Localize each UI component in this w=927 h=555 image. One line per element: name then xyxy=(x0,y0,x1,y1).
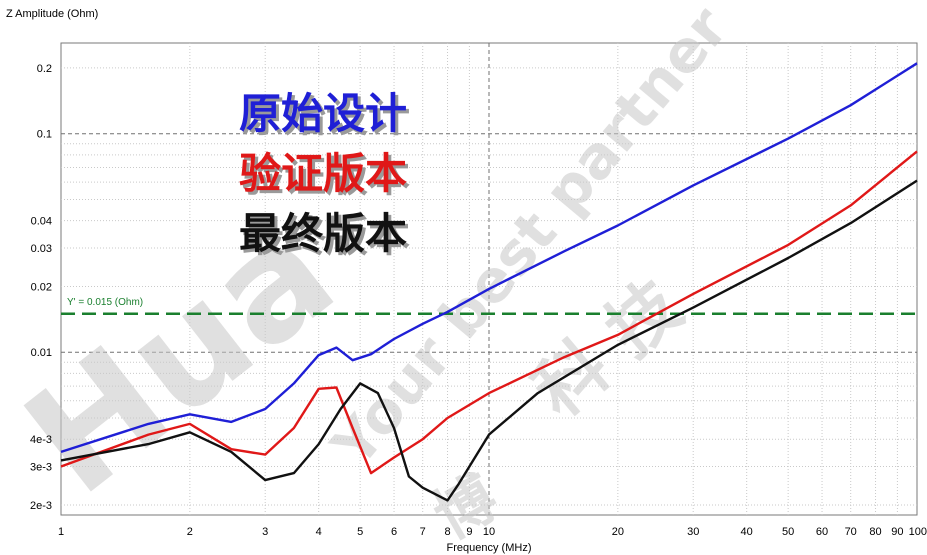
legend-label-shadow-2: 验证版本 xyxy=(242,152,410,201)
legend-label-2: 验证版本 xyxy=(239,149,407,198)
y-tick-label: 0.01 xyxy=(31,347,52,359)
x-tick-label: 60 xyxy=(816,526,828,538)
x-tick-label: 100 xyxy=(909,526,927,538)
x-tick-label: 8 xyxy=(444,526,450,538)
series-line-2 xyxy=(60,150,918,475)
x-tick-label: 1 xyxy=(58,526,64,538)
legend-label-3: 最终版本 xyxy=(239,209,407,258)
x-tick-label: 70 xyxy=(845,526,857,538)
legend-label-shadow-3: 最终版本 xyxy=(242,212,410,261)
y-tick-labels: 2e-3 3e-3 4e-3 0.01 0.02 0.03 0.04 0.1 0.2 xyxy=(30,63,52,512)
y-tick-label: 0.1 xyxy=(37,129,52,141)
x-tick-label: 40 xyxy=(741,526,753,538)
x-tick-label: 50 xyxy=(782,526,794,538)
y-tick-label: 0.04 xyxy=(31,216,52,228)
series-line-1 xyxy=(60,62,918,454)
legend-label-shadow-1: 原始设计 xyxy=(242,92,410,141)
legend-label-1: 原始设计 xyxy=(239,89,407,138)
series-line-3 xyxy=(60,179,918,502)
x-tick-label: 4 xyxy=(316,526,322,538)
x-tick-label: 20 xyxy=(612,526,624,538)
y-tick-label: 0.2 xyxy=(37,63,52,75)
x-tick-label: 80 xyxy=(869,526,881,538)
reference-line: Y' = 0.015 (Ohm) xyxy=(61,297,917,316)
y-axis-label: Z Amplitude (Ohm) xyxy=(6,8,98,20)
x-tick-label: 90 xyxy=(891,526,903,538)
y-tick-label: 4e-3 xyxy=(30,434,52,446)
x-tick-label: 6 xyxy=(391,526,397,538)
series-lines xyxy=(60,62,918,502)
x-tick-label: 7 xyxy=(420,526,426,538)
x-tick-label: 30 xyxy=(687,526,699,538)
y-tick-label: 0.03 xyxy=(31,243,52,255)
x-tick-label: 5 xyxy=(357,526,363,538)
x-tick-label: 9 xyxy=(466,526,472,538)
y-tick-label: 3e-3 xyxy=(30,462,52,474)
y-tick-label: 0.02 xyxy=(31,281,52,293)
x-tick-label: 10 xyxy=(483,526,495,538)
y-tick-label: 2e-3 xyxy=(30,500,52,512)
reference-line-label: Y' = 0.015 (Ohm) xyxy=(67,297,143,308)
x-tick-label: 3 xyxy=(262,526,268,538)
x-tick-labels: 1 2 3 4 5 6 7 8 9 10 20 30 40 50 60 70 80 90 100 xyxy=(58,526,927,538)
x-axis-label: Frequency (MHz) xyxy=(447,542,532,554)
x-tick-label: 2 xyxy=(187,526,193,538)
